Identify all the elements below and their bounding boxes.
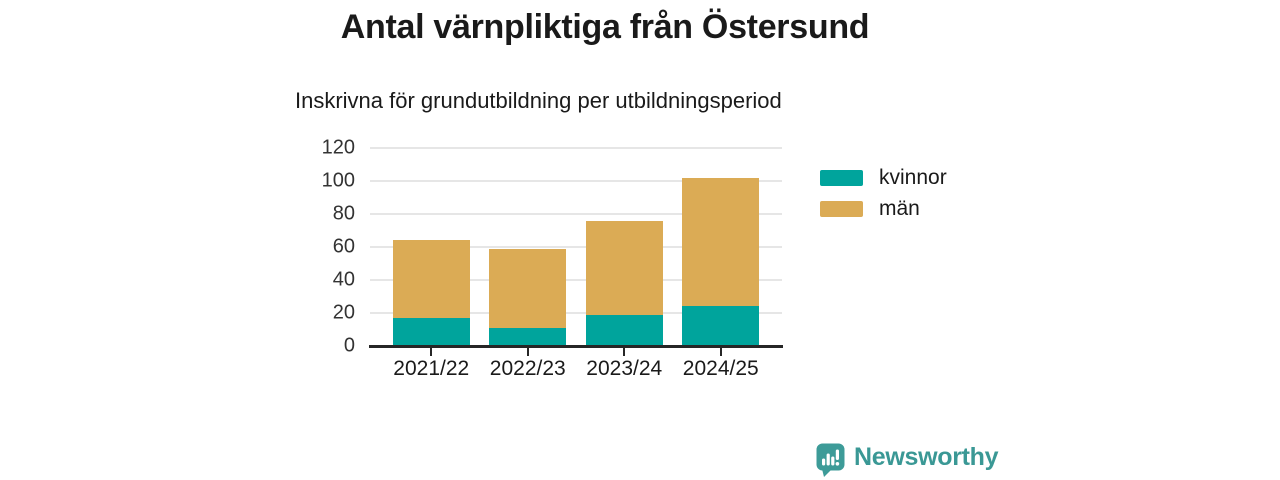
y-tick-label: 20 bbox=[332, 301, 355, 324]
legend-swatch-män bbox=[820, 200, 863, 217]
gridline-20 bbox=[370, 312, 782, 314]
chart-subtitle: Inskrivna för grundutbildning per utbild… bbox=[295, 88, 782, 113]
chart-title: Antal värnpliktiga från Östersund bbox=[340, 8, 870, 46]
x-tick-mark-cell bbox=[576, 348, 673, 356]
y-tick-label: 0 bbox=[343, 334, 355, 357]
x-tick-label: 2022/23 bbox=[489, 357, 566, 380]
y-tick-label: 40 bbox=[332, 268, 355, 291]
x-tick-mark bbox=[623, 348, 626, 356]
gridline-40 bbox=[370, 278, 782, 281]
x-tick-mark-cell bbox=[480, 348, 577, 356]
legend-label: män bbox=[879, 196, 920, 220]
newsworthy-logo-text: Newsworthy bbox=[854, 443, 999, 471]
x-tick-mark bbox=[430, 348, 433, 356]
gridline-120 bbox=[370, 147, 782, 149]
bar-2022/23 bbox=[480, 148, 577, 346]
bar-segment-män bbox=[682, 177, 760, 307]
x-tick-mark-cell bbox=[673, 348, 770, 356]
bar-segment-män bbox=[489, 248, 567, 328]
x-tick-mark-cell bbox=[383, 348, 480, 356]
gridline-80 bbox=[370, 212, 782, 215]
bar-segment-kvinnor bbox=[682, 306, 760, 346]
y-tick-label: 80 bbox=[332, 202, 355, 225]
bar-2024/25 bbox=[673, 148, 770, 346]
x-axis-ticks bbox=[383, 348, 769, 356]
legend-swatch-kvinnor bbox=[820, 169, 863, 186]
legend-item-män: män bbox=[820, 196, 947, 220]
y-tick-label: 120 bbox=[321, 136, 355, 159]
bar-segment-män bbox=[392, 240, 470, 318]
bar-segment-kvinnor bbox=[585, 314, 663, 346]
y-tick-label: 100 bbox=[321, 169, 355, 192]
plot-area bbox=[370, 147, 782, 346]
gridline-60 bbox=[370, 246, 782, 248]
bar-segment-kvinnor bbox=[392, 317, 470, 346]
legend-label: kvinnor bbox=[879, 165, 947, 189]
gridline-100 bbox=[370, 179, 782, 182]
y-tick-label: 60 bbox=[332, 235, 355, 258]
x-axis-line bbox=[369, 345, 783, 348]
legend-item-kvinnor: kvinnor bbox=[820, 165, 947, 189]
bar-2021/22 bbox=[383, 148, 480, 346]
newsworthy-logo: Newsworthy bbox=[816, 443, 999, 478]
newsworthy-logo-icon bbox=[816, 443, 845, 477]
bar-segment-män bbox=[585, 220, 663, 315]
x-tick-label: 2024/25 bbox=[682, 357, 759, 380]
bar-segment-kvinnor bbox=[489, 327, 567, 346]
bar-2023/24 bbox=[576, 148, 673, 346]
bars bbox=[383, 148, 769, 346]
x-tick-mark bbox=[526, 348, 529, 356]
y-axis-labels: 0 20 40 60 80 100 120 bbox=[250, 137, 355, 357]
chart-legend: kvinnor män bbox=[820, 165, 947, 220]
x-tick-label: 2023/24 bbox=[586, 357, 663, 380]
x-axis-labels: 2021/22 2022/23 2023/24 2024/25 bbox=[383, 357, 769, 381]
x-tick-mark bbox=[719, 348, 722, 356]
x-tick-label: 2021/22 bbox=[393, 357, 470, 380]
